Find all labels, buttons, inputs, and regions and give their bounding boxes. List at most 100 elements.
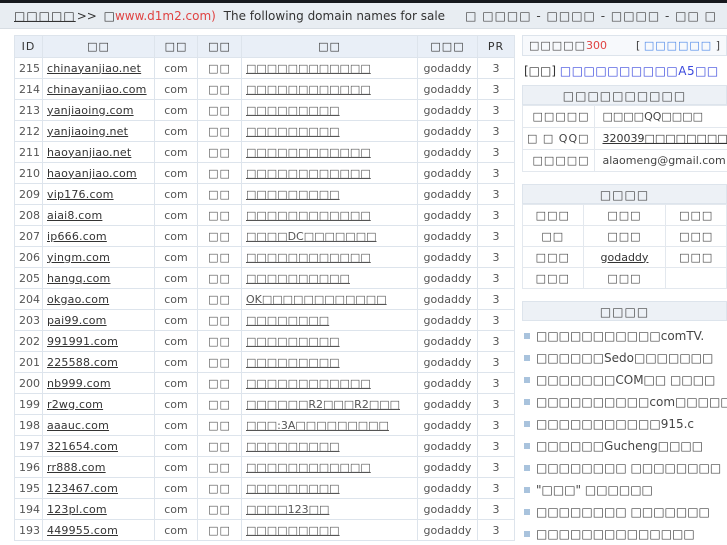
domain-link[interactable]: nb999.com	[47, 376, 111, 390]
news-item[interactable]: □□□□□□□COM□□ □□□□	[524, 369, 727, 391]
news-item[interactable]: "□□□" □□□□□□	[524, 479, 727, 501]
description-link[interactable]: □□□□□□R2□□□R2□□□	[246, 397, 400, 411]
domain-link[interactable]: 321654.com	[47, 439, 118, 453]
description-link[interactable]: □□□□□□□□□□□□	[246, 208, 371, 222]
domain-link[interactable]: r2wg.com	[47, 397, 104, 411]
cell-type: □□	[197, 456, 242, 478]
news-item[interactable]: □□□□□□□□ □□□□□□□□	[524, 457, 727, 479]
news-item[interactable]: □□□□□□□□□□□□□□	[524, 523, 727, 545]
cell-domain: aaauc.com	[42, 414, 155, 436]
domain-link[interactable]: okgao.com	[47, 292, 110, 306]
description-link[interactable]: □□□□123□□	[246, 502, 330, 516]
contact-value-cell: alaomeng@gmail.com	[593, 149, 727, 172]
site-name-link[interactable]: □□□□□	[14, 8, 76, 23]
domain-link[interactable]: vip176.com	[47, 187, 114, 201]
description-link[interactable]: □□□□□□□□□□□□	[246, 82, 371, 96]
cell-description: □□□□□□□□□□	[241, 267, 418, 289]
news-item[interactable]: □□□□□□□□ □□□□□□□	[524, 501, 727, 523]
column-header-6: PR	[477, 35, 515, 58]
domain-link[interactable]: haoyanjiao.com	[47, 166, 137, 180]
promo-label: □□□□□	[529, 39, 586, 52]
domain-link[interactable]: hangq.com	[47, 271, 111, 285]
domain-link[interactable]: pai99.com	[47, 313, 107, 327]
description-link[interactable]: □□□□□□□□□□□□	[246, 145, 371, 159]
news-item[interactable]: □□□□□□□□□□□915.c	[524, 413, 727, 435]
contact-label: □□□□□	[522, 105, 595, 128]
header-nav-links[interactable]: □ □□□□ - □□□□ - □□□□ - □□ □	[465, 8, 717, 23]
domain-link[interactable]: haoyanjiao.net	[47, 145, 132, 159]
friendly-link[interactable]: □□□	[535, 250, 570, 264]
domain-link[interactable]: ip666.com	[47, 229, 107, 243]
notice-link[interactable]: □□□□□□□□□□A5□□	[559, 64, 719, 78]
cell-suffix: com	[154, 414, 198, 436]
description-link[interactable]: □□□□□□□□□□	[246, 271, 350, 285]
content-area: ID □□ □□ □□ □□ □□□ PR 215 chinayanjiao.net com □□…	[14, 35, 727, 545]
news-item[interactable]: □□□□□□□□□□com□□□□□	[524, 391, 727, 413]
description-link[interactable]: □□□□□□□□□□□□	[246, 376, 371, 390]
news-item[interactable]: □□□□□□Gucheng□□□□	[524, 435, 727, 457]
cell-type: □□	[197, 183, 242, 205]
description-link[interactable]: □□□□DC□□□□□□□	[246, 229, 377, 243]
description-link[interactable]: □□□□□□□□□□□□	[246, 460, 371, 474]
cell-registrar: godaddy	[417, 288, 478, 310]
friendly-link[interactable]: □□□	[607, 208, 642, 222]
description-link[interactable]: □□□□□□□□□□□□	[246, 61, 371, 75]
promo-right: [ □□□□□□ ]	[636, 39, 720, 52]
description-link[interactable]: □□□□□□□□□	[246, 124, 340, 138]
news-item-text: □□□□□□□□□□□915.c	[536, 417, 695, 431]
cell-registrar: godaddy	[417, 498, 478, 520]
cell-pr: 3	[477, 183, 515, 205]
domain-link[interactable]: aaauc.com	[47, 418, 110, 432]
cell-suffix: com	[154, 477, 198, 499]
domain-link[interactable]: aiai8.com	[47, 208, 103, 222]
domain-link[interactable]: yanjiaoing.com	[47, 103, 134, 117]
news-item[interactable]: □□□□□□Sedo□□□□□□□	[524, 347, 727, 369]
domain-link[interactable]: rr888.com	[47, 460, 106, 474]
promo-bracket-open: [	[636, 39, 644, 52]
friendly-link[interactable]: □□□	[679, 229, 714, 243]
description-link[interactable]: □□□□□□□□□	[246, 103, 340, 117]
cell-pr: 3	[477, 120, 515, 142]
domain-link[interactable]: yanjiaoing.net	[47, 124, 129, 138]
domain-link[interactable]: 449955.com	[47, 523, 118, 537]
header-title: □□□□□>> □www.d1m2.com) The following dom…	[14, 9, 445, 23]
description-link[interactable]: □□□□□□□□□□□□	[246, 250, 371, 264]
friendly-link-cell: godaddy	[582, 246, 667, 268]
friendly-link[interactable]: □□□	[607, 229, 642, 243]
cell-domain: okgao.com	[42, 288, 155, 310]
description-link[interactable]: □□□□□□□□□□□□	[246, 166, 371, 180]
friendly-link-cell: □□□	[582, 225, 667, 247]
contact-qq-link[interactable]: 320039□□□□□□□□□	[602, 132, 727, 145]
friendly-link[interactable]: □□□	[607, 271, 642, 285]
buy-domain-link[interactable]: □□□□□□	[643, 39, 713, 52]
domain-link[interactable]: chinayanjiao.com	[47, 82, 147, 96]
description-link[interactable]: □□□□□□□□□	[246, 439, 340, 453]
description-link[interactable]: □□□□□□□□□	[246, 355, 340, 369]
friendly-link[interactable]: □□□	[535, 208, 570, 222]
description-link[interactable]: □□□□□□□□	[246, 313, 330, 327]
cell-domain: chinayanjiao.com	[42, 78, 155, 100]
cell-domain: 123467.com	[42, 477, 155, 499]
cell-description: □□□□□□□□□	[241, 435, 418, 457]
cell-registrar: godaddy	[417, 372, 478, 394]
description-link[interactable]: □□□:3A□□□□□□□□□	[246, 418, 389, 432]
description-link[interactable]: □□□□□□□□□	[246, 334, 340, 348]
friendly-link[interactable]: □□□	[679, 250, 714, 264]
description-link[interactable]: □□□□□□□□□	[246, 187, 340, 201]
domain-link[interactable]: 123467.com	[47, 481, 118, 495]
friendly-link[interactable]: □□□	[535, 271, 570, 285]
domain-link[interactable]: yingm.com	[47, 250, 111, 264]
domain-link[interactable]: 991991.com	[47, 334, 118, 348]
description-link[interactable]: □□□□□□□□□	[246, 523, 340, 537]
domain-link[interactable]: chinayanjiao.net	[47, 61, 142, 75]
description-link[interactable]: OK□□□□□□□□□□□□	[246, 292, 387, 306]
friendly-link[interactable]: □□□	[679, 208, 714, 222]
description-link[interactable]: □□□□□□□□□	[246, 481, 340, 495]
cell-type: □□	[197, 309, 242, 331]
friendly-link-godaddy[interactable]: godaddy	[600, 250, 649, 264]
friendly-link[interactable]: □□	[541, 229, 565, 243]
domain-link[interactable]: 225588.com	[47, 355, 118, 369]
domain-link[interactable]: 123pl.com	[47, 502, 107, 516]
news-item[interactable]: □□□□□□□□□□□comTV.	[524, 325, 727, 347]
cell-pr: 3	[477, 414, 515, 436]
